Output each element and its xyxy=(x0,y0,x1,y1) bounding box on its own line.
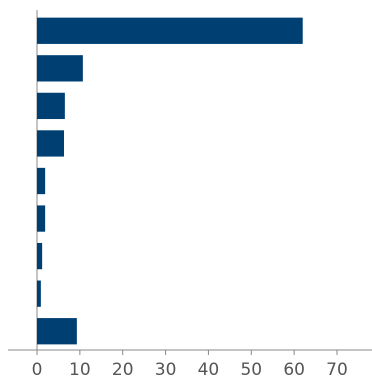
bar xyxy=(37,280,41,307)
bar xyxy=(37,318,77,345)
x-tick-label: 0 xyxy=(32,360,43,379)
x-tick-label: 20 xyxy=(112,360,134,379)
bar xyxy=(37,242,43,270)
x-tick-label: 60 xyxy=(283,360,305,379)
x-tick-label: 10 xyxy=(69,360,91,379)
x-tick-label: 70 xyxy=(326,360,348,379)
bar xyxy=(37,205,46,232)
bar xyxy=(37,55,83,82)
x-tick-label: 40 xyxy=(198,360,220,379)
bar xyxy=(37,17,303,44)
bar xyxy=(37,130,64,157)
x-tick-label: 30 xyxy=(155,360,177,379)
bar xyxy=(37,92,65,120)
x-tick-label: 50 xyxy=(240,360,262,379)
bar xyxy=(37,167,46,195)
